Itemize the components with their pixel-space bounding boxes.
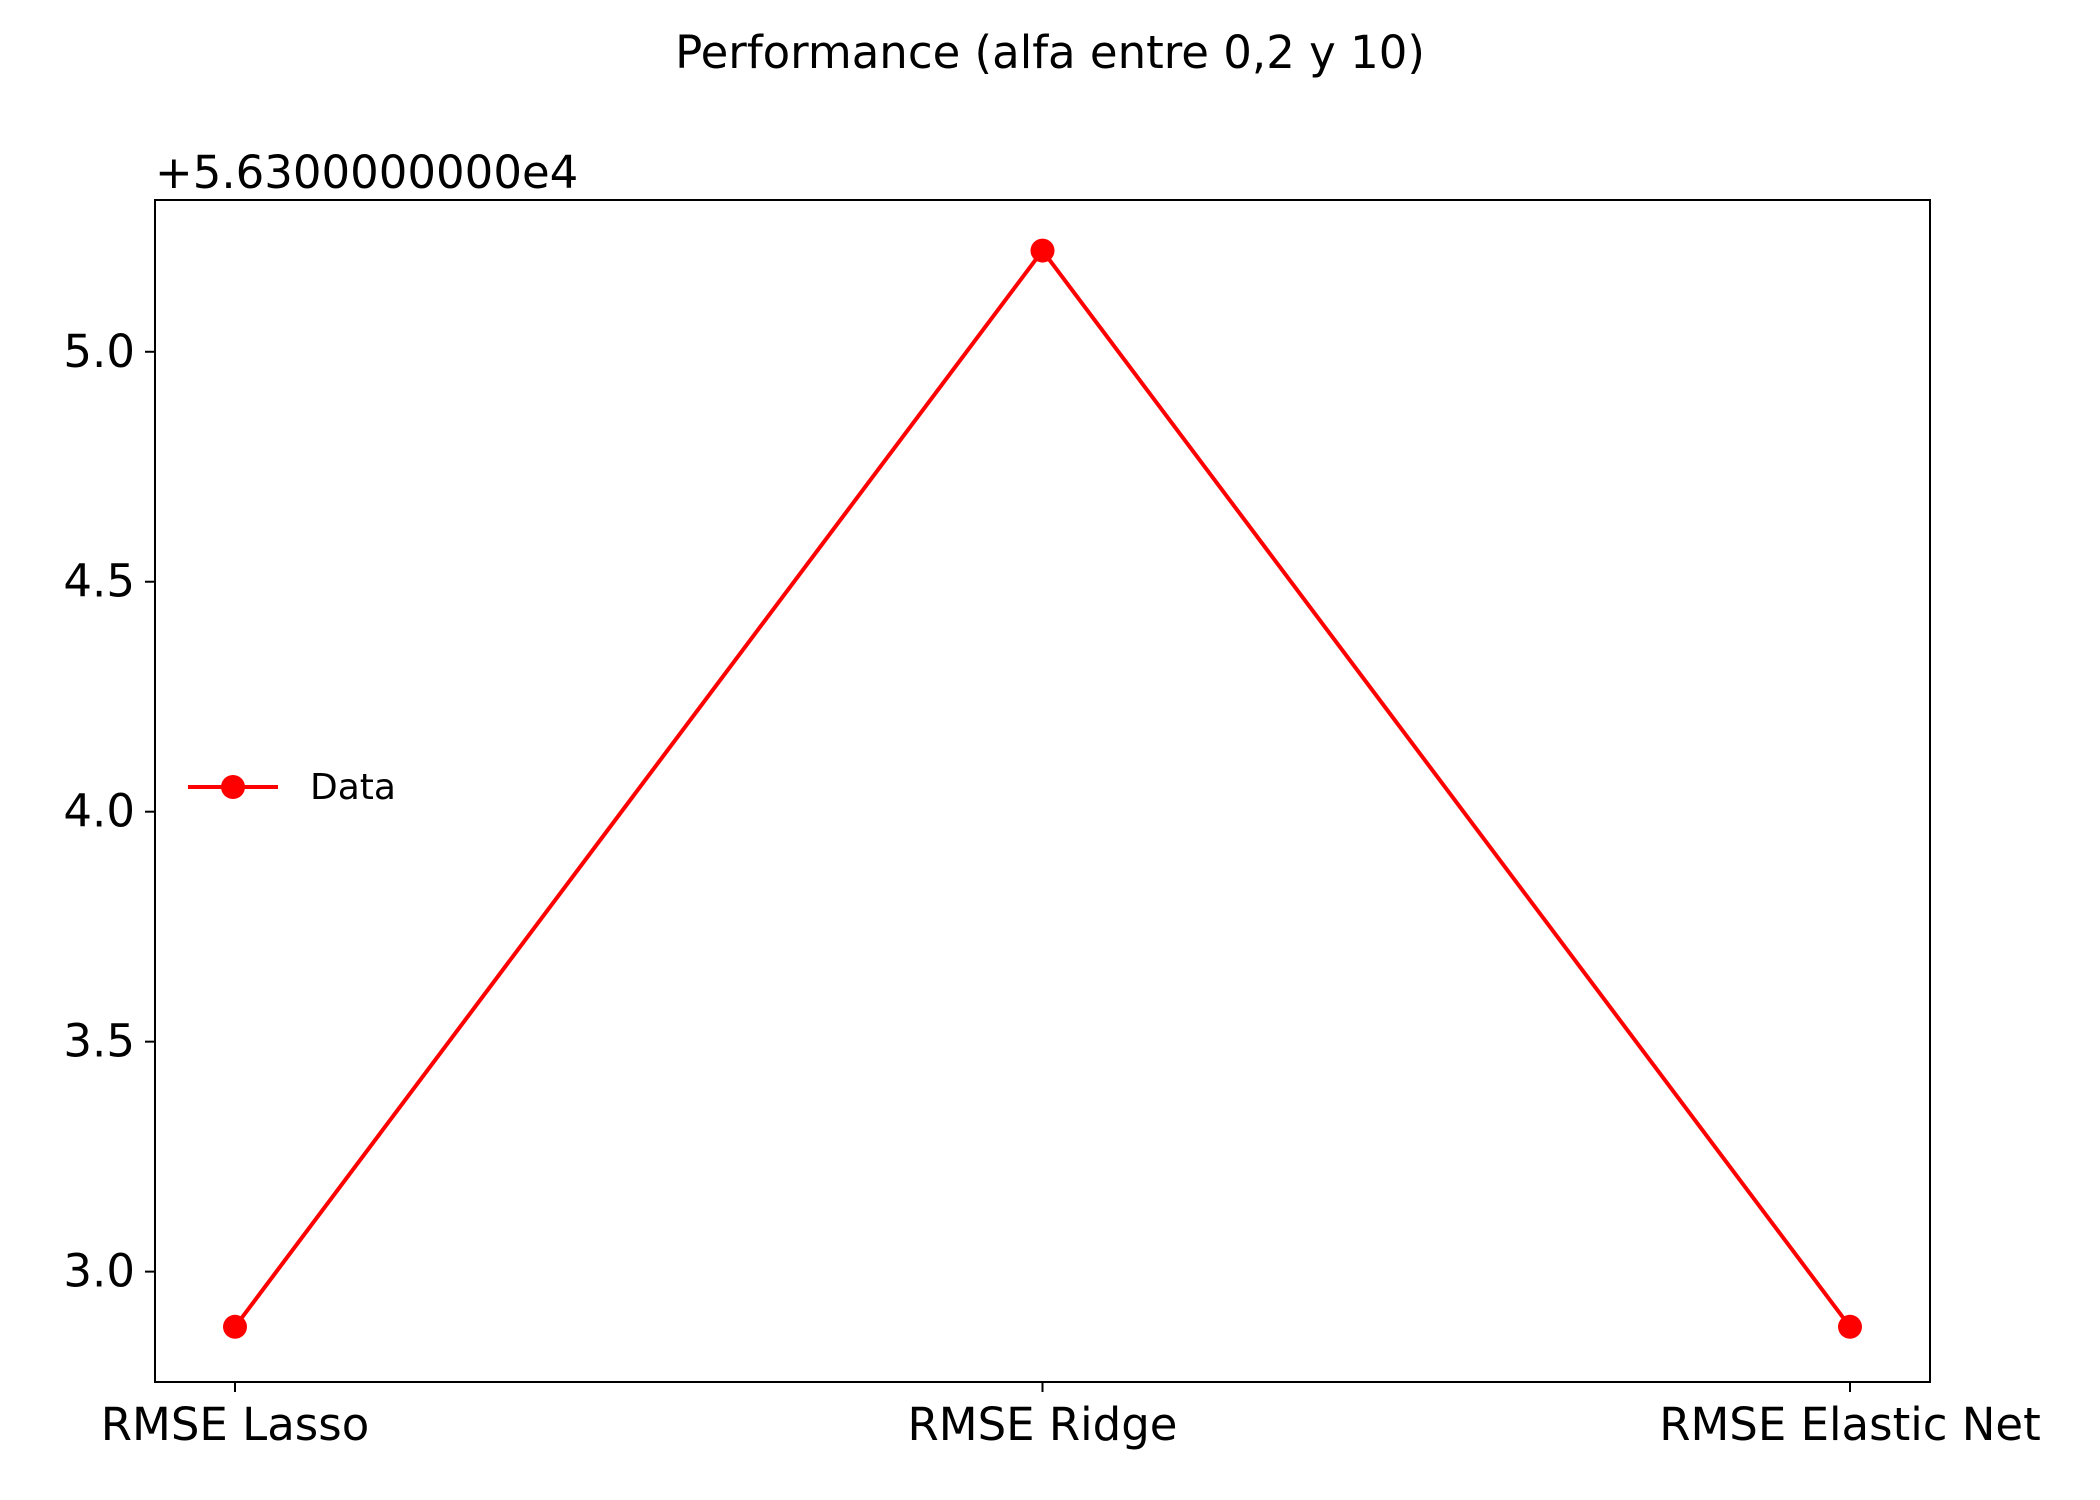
series-line (233, 248, 1852, 1329)
legend-marker (221, 775, 245, 799)
chart-title: Performance (alfa entre 0,2 y 10) (675, 26, 1425, 79)
y-tick-label: 3.5 (63, 1015, 135, 1068)
data-point (1838, 1314, 1862, 1339)
data-point (223, 1314, 247, 1339)
legend: Data (188, 767, 396, 808)
series-layer (223, 238, 1862, 1339)
x-tick-label: RMSE Ridge (908, 1398, 1178, 1451)
x-tick-label: RMSE Elastic Net (1659, 1398, 2041, 1451)
plot-area (154, 199, 1931, 1383)
y-axis-offset-label: +5.6300000000e4 (155, 146, 578, 199)
x-axis: RMSE Lasso RMSE Ridge RMSE Elastic Net (101, 1382, 2041, 1451)
y-tick-label: 4.0 (63, 785, 135, 838)
legend-label: Data (310, 767, 396, 808)
data-point (1030, 238, 1055, 263)
y-tick-label: 5.0 (63, 325, 135, 378)
plot-frame (154, 199, 1931, 1383)
y-tick-label: 4.5 (63, 555, 135, 608)
x-tick-label: RMSE Lasso (101, 1398, 369, 1451)
y-tick-label: 3.0 (63, 1245, 135, 1298)
y-axis: 3.0 3.5 4.0 4.5 5.0 (63, 325, 155, 1298)
